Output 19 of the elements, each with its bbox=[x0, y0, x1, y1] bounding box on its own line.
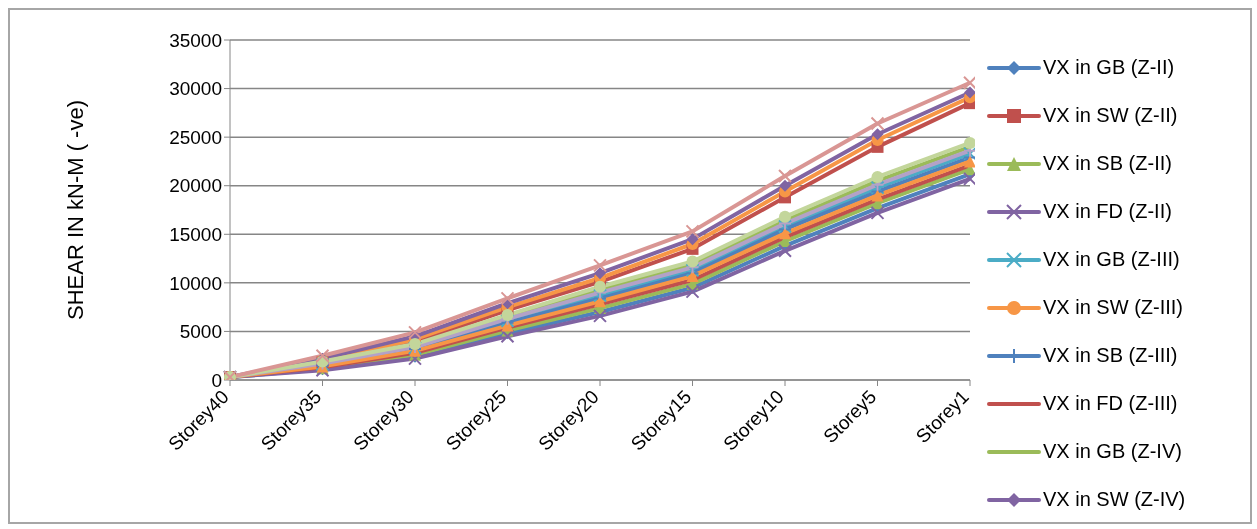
y-tick-label: 35000 bbox=[169, 29, 222, 51]
legend-label: VX in SW (Z-III) bbox=[1043, 296, 1183, 319]
legend-label: VX in SW (Z-II) bbox=[1043, 104, 1178, 127]
y-tick-label: 10000 bbox=[169, 272, 222, 294]
legend-label: VX in FD (Z-II) bbox=[1043, 200, 1172, 223]
y-tick-label: 30000 bbox=[169, 78, 222, 100]
y-tick-label: 15000 bbox=[169, 224, 222, 246]
y-axis-title: SHEAR IN kN-M ( -ve) bbox=[62, 100, 88, 320]
legend-label: VX in GB (Z-IV) bbox=[1043, 440, 1182, 463]
legend-label: VX in SB (Z-II) bbox=[1043, 152, 1172, 175]
legend-label: VX in SB (Z-III) bbox=[1043, 344, 1178, 367]
y-tick-label: 0 bbox=[211, 369, 222, 391]
legend-label: VX in SW (Z-IV) bbox=[1043, 488, 1186, 511]
y-tick-label: 20000 bbox=[169, 175, 222, 197]
legend-label: VX in FD (Z-III) bbox=[1043, 392, 1178, 415]
legend-label: VX in GB (Z-III) bbox=[1043, 248, 1180, 271]
legend-label: VX in GB (Z-II) bbox=[1043, 56, 1175, 79]
y-tick-label: 25000 bbox=[169, 126, 222, 148]
y-tick-label: 5000 bbox=[179, 321, 222, 343]
